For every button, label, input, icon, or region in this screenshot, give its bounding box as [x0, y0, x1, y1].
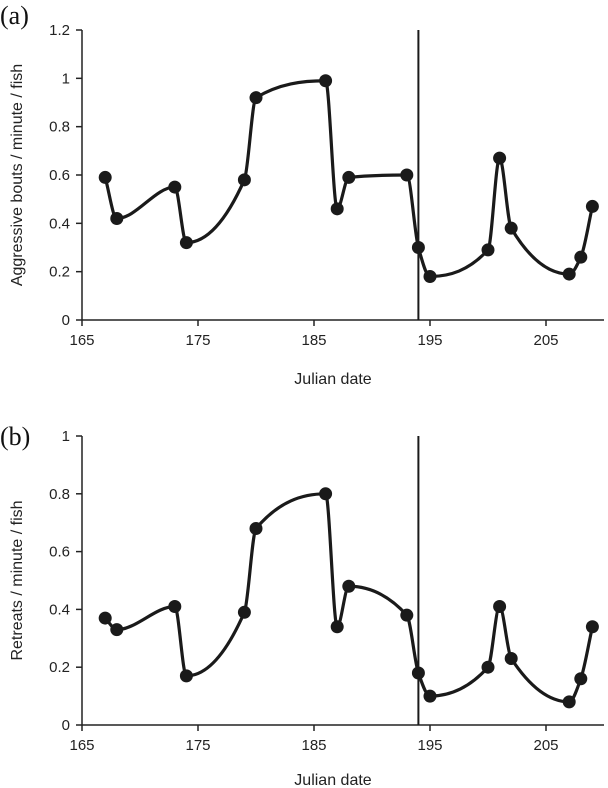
data-point	[411, 666, 425, 680]
y-tick-label: 0.8	[49, 486, 70, 503]
data-point	[585, 199, 599, 213]
data-point	[423, 689, 437, 703]
y-axis-title: Retreats / minute / fish	[9, 500, 26, 660]
panel-label: (b)	[0, 422, 30, 451]
x-tick-label: 195	[417, 737, 442, 754]
data-point	[504, 652, 518, 666]
data-point	[574, 672, 588, 686]
data-point	[249, 91, 263, 105]
data-point	[481, 243, 495, 257]
data-point	[423, 270, 437, 283]
y-tick-label: 1.2	[49, 22, 70, 39]
x-tick-label: 165	[69, 737, 94, 754]
data-point	[168, 600, 182, 614]
data-point	[400, 608, 414, 622]
y-tick-label: 0	[62, 717, 70, 734]
data-point	[481, 660, 495, 674]
data-point	[585, 620, 599, 634]
data-point	[330, 202, 344, 216]
x-axis-title: Julian date	[294, 772, 371, 788]
data-point	[249, 521, 263, 535]
data-point	[330, 620, 344, 634]
data-point	[411, 241, 425, 254]
data-point	[493, 151, 507, 165]
series-line	[103, 492, 594, 704]
data-point	[110, 623, 124, 637]
data-point	[342, 170, 356, 184]
y-axis-title: Aggressive bouts / minute / fish	[9, 64, 26, 286]
data-point	[562, 695, 576, 709]
data-point	[98, 170, 112, 184]
panel-b: (b) 0 0.2 0.4 0.6 0.8 1 165 175 185 195 205 Julian d…	[0, 422, 604, 788]
data-point	[179, 669, 193, 683]
x-tick-label: 205	[533, 332, 558, 349]
x-tick-label: 205	[533, 737, 558, 754]
x-tick-label: 165	[69, 332, 94, 349]
data-point	[319, 487, 333, 501]
data-point	[504, 221, 518, 235]
panel-a: (a) 0 0.2 0.4 0.6 0.8 1 1.2 165 175 185 195 205 Julia…	[0, 1, 604, 388]
x-tick-label: 195	[417, 332, 442, 349]
y-tick-label: 1	[62, 70, 70, 87]
data-point	[574, 250, 588, 264]
data-point	[179, 236, 193, 250]
data-point	[237, 605, 251, 619]
y-tick-label: 0.4	[49, 215, 70, 232]
y-tick-label: 0.8	[49, 119, 70, 136]
y-tick-label: 1	[62, 428, 70, 445]
x-tick-label: 185	[301, 737, 326, 754]
data-point	[493, 600, 507, 614]
y-tick-label: 0.6	[49, 544, 70, 561]
x-tick-label: 175	[185, 737, 210, 754]
x-tick-label: 185	[301, 332, 326, 349]
y-tick-label: 0.2	[49, 264, 70, 281]
panel-label: (a)	[0, 1, 29, 30]
x-axis-title: Julian date	[294, 371, 371, 388]
data-point	[98, 611, 112, 625]
x-tick-label: 175	[185, 332, 210, 349]
y-tick-label: 0.6	[49, 167, 70, 184]
data-point	[562, 267, 576, 281]
data-point	[319, 74, 333, 88]
y-tick-label: 0.2	[49, 659, 70, 676]
y-tick-label: 0	[62, 312, 70, 329]
data-point	[110, 212, 124, 225]
data-point	[342, 579, 356, 593]
data-point	[237, 173, 251, 187]
y-tick-label: 0.4	[49, 601, 70, 618]
data-point	[168, 180, 182, 194]
data-point	[400, 168, 414, 182]
